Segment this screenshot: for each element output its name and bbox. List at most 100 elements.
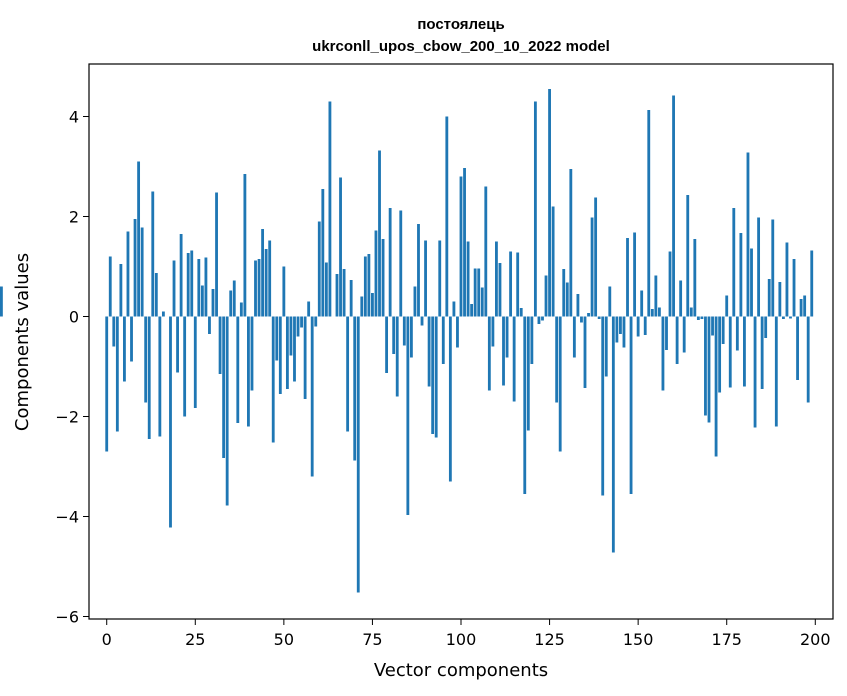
- bar-178: [735, 316, 739, 351]
- x-tick-label: 125: [534, 630, 565, 649]
- bar-145: [619, 316, 622, 334]
- bar-35: [229, 290, 233, 317]
- x-tick-label: 75: [362, 630, 382, 649]
- bar-183: [753, 316, 757, 428]
- bar-33: [222, 316, 226, 458]
- bar-123: [541, 316, 544, 321]
- bar-189: [774, 316, 778, 427]
- bar-157: [661, 316, 665, 391]
- y-tick-label: −2: [55, 408, 79, 427]
- bar-97: [448, 316, 452, 482]
- bar-48: [275, 316, 279, 361]
- bar-68: [346, 316, 350, 432]
- bar-128: [558, 316, 562, 452]
- y-axis-ticks: −6 −4 −2 0 2 4: [55, 108, 89, 627]
- bar-166: [693, 239, 697, 317]
- bar-73: [363, 256, 367, 317]
- bar-101: [463, 168, 466, 317]
- bar-187: [767, 279, 771, 317]
- bar-137: [590, 217, 594, 317]
- bar-77: [378, 150, 381, 317]
- bar-113: [505, 316, 509, 358]
- bar-158: [665, 316, 668, 350]
- bar-8: [133, 219, 137, 317]
- plot-frame: [88, 63, 834, 620]
- bar-30: [211, 289, 215, 317]
- bar-32: [218, 316, 222, 374]
- bar-54: [296, 316, 300, 337]
- bar-116: [516, 252, 520, 317]
- bar-74: [367, 254, 371, 317]
- bar-165: [689, 307, 693, 317]
- bar-152: [643, 316, 647, 335]
- bar-93: [434, 316, 438, 438]
- x-tick-label: 0: [102, 630, 112, 649]
- x-tick-label: 25: [185, 630, 205, 649]
- bar-27: [200, 285, 204, 317]
- bar-13: [151, 191, 155, 317]
- bar-12: [147, 316, 151, 439]
- bar-45: [264, 249, 268, 317]
- bar-23: [186, 253, 190, 317]
- bar-undefined: [0, 286, 3, 317]
- bar-31: [215, 192, 218, 317]
- bar-69: [349, 280, 353, 317]
- bar-180: [743, 316, 746, 387]
- bar-117: [519, 308, 523, 317]
- bar-119: [526, 316, 530, 431]
- bar-18: [169, 316, 172, 528]
- bar-83: [399, 210, 403, 317]
- bar-160: [672, 95, 675, 317]
- bar-141: [604, 316, 608, 377]
- bar-4: [119, 264, 123, 317]
- bar-84: [402, 316, 406, 346]
- bar-199: [810, 250, 814, 317]
- bar-140: [601, 316, 605, 496]
- bar-134: [580, 316, 583, 323]
- bar-164: [686, 195, 690, 317]
- bar-106: [480, 287, 484, 317]
- bar-173: [718, 316, 722, 393]
- x-tick-label: 150: [623, 630, 654, 649]
- bar-81: [392, 316, 396, 354]
- bar-131: [569, 169, 573, 317]
- bar-72: [360, 296, 364, 317]
- bar-2: [112, 316, 116, 347]
- bar-43: [257, 259, 261, 317]
- bar-9: [137, 161, 141, 317]
- bar-16: [161, 311, 165, 317]
- bar-186: [764, 316, 768, 338]
- bar-143: [611, 316, 615, 553]
- bar-191: [781, 316, 785, 319]
- bar-98: [452, 301, 456, 317]
- y-tick-label: −4: [55, 508, 79, 527]
- bar-66: [339, 177, 342, 317]
- bar-42: [254, 260, 257, 317]
- bar-94: [438, 240, 442, 317]
- bar-46: [268, 240, 272, 317]
- bar-139: [597, 316, 601, 319]
- bar-22: [183, 316, 187, 417]
- bar-36: [232, 280, 236, 317]
- bar-62: [324, 262, 328, 317]
- bar-38: [239, 302, 243, 317]
- x-tick-label: 50: [274, 630, 294, 649]
- x-axis-ticks: 0 25 50 75 100 125 150 175 200: [102, 619, 831, 649]
- bar-85: [406, 316, 410, 515]
- bar-129: [562, 269, 566, 317]
- bar-92: [431, 316, 435, 434]
- bar-21: [179, 234, 183, 317]
- bar-175: [725, 295, 729, 317]
- bar-47: [271, 316, 275, 443]
- bar-115: [512, 316, 516, 402]
- x-tick-label: 175: [711, 630, 742, 649]
- bar-142: [608, 286, 612, 317]
- bar-172: [714, 316, 718, 457]
- bar-96: [445, 116, 449, 317]
- bar-133: [576, 294, 580, 317]
- bar-135: [583, 316, 587, 388]
- bar-182: [750, 248, 753, 317]
- chart-subtitle: ukrconll_upos_cbow_200_10_2022 model: [312, 38, 610, 55]
- bar-190: [778, 282, 782, 317]
